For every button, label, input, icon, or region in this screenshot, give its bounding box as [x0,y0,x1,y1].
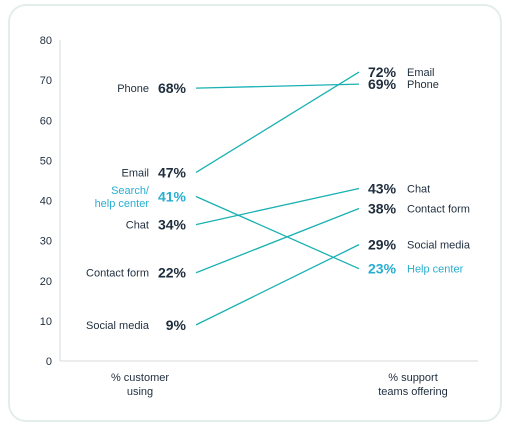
left-category-label: Email [121,167,149,179]
chart-card [8,4,502,422]
y-tick-label: 80 [40,35,52,47]
left-category-line: Chat [126,220,149,232]
left-category-label: Phone [117,83,149,95]
column-label-line: % support [388,372,438,384]
right-value-label: 72% [368,64,397,80]
right-value-label: 23% [368,261,397,277]
right-category-label: Contact form [407,204,470,216]
left-category-line: help center [95,198,150,210]
column-label: % support teams offering [378,372,448,398]
left-category-line: Social media [86,320,150,332]
series-line [195,187,360,226]
right-value-label: 29% [368,237,397,253]
right-category-label: Email [407,67,435,79]
y-tick-label: 60 [40,115,52,127]
y-tick-label: 40 [40,196,52,208]
left-category-line: Phone [117,83,149,95]
y-tick-label: 10 [40,316,52,328]
right-category-label: Phone [407,79,439,91]
column-labels: % customer using % support teams offering [111,372,448,398]
right-category-label: Help center [407,264,464,276]
left-category-label: Search/help center [95,185,150,210]
y-tick-label: 20 [40,276,52,288]
left-labels: 68% Phone 47% Email 41% Search/help center 34%… [86,80,187,333]
series-line [195,71,360,173]
y-tick-labels: 0 10 20 30 40 50 60 70 80 [40,35,52,368]
column-label-line: using [127,386,153,398]
left-value-label: 9% [166,317,187,333]
series-line [195,195,360,270]
left-category-line: Search/ [111,185,150,197]
left-value-label: 68% [158,80,187,96]
y-tick-label: 70 [40,75,52,87]
column-label-line: % customer [111,372,169,384]
left-value-label: 34% [158,217,187,233]
series-line [195,244,360,326]
y-tick-label: 50 [40,155,52,167]
right-value-label: 69% [368,76,397,92]
y-tick-label: 0 [46,356,52,368]
left-category-label: Chat [126,220,149,232]
left-value-label: 22% [158,265,187,281]
left-value-label: 47% [158,164,187,180]
series-lines [195,71,360,326]
series-line [195,207,360,274]
series-line [195,83,360,89]
right-value-label: 38% [368,201,397,217]
left-category-label: Social media [86,320,150,332]
left-value-label: 41% [158,188,187,204]
column-label-line: teams offering [378,386,448,398]
y-tick-label: 30 [40,236,52,248]
left-category-label: Contact form [86,268,149,280]
left-category-line: Contact form [86,268,149,280]
column-label: % customer using [111,372,169,398]
right-labels: 69% Phone 72% Email 23% Help center 43% Chat 38%… [368,64,471,277]
right-value-label: 43% [368,180,397,196]
right-category-label: Chat [407,183,430,195]
right-category-label: Social media [407,240,471,252]
left-category-line: Email [121,167,149,179]
